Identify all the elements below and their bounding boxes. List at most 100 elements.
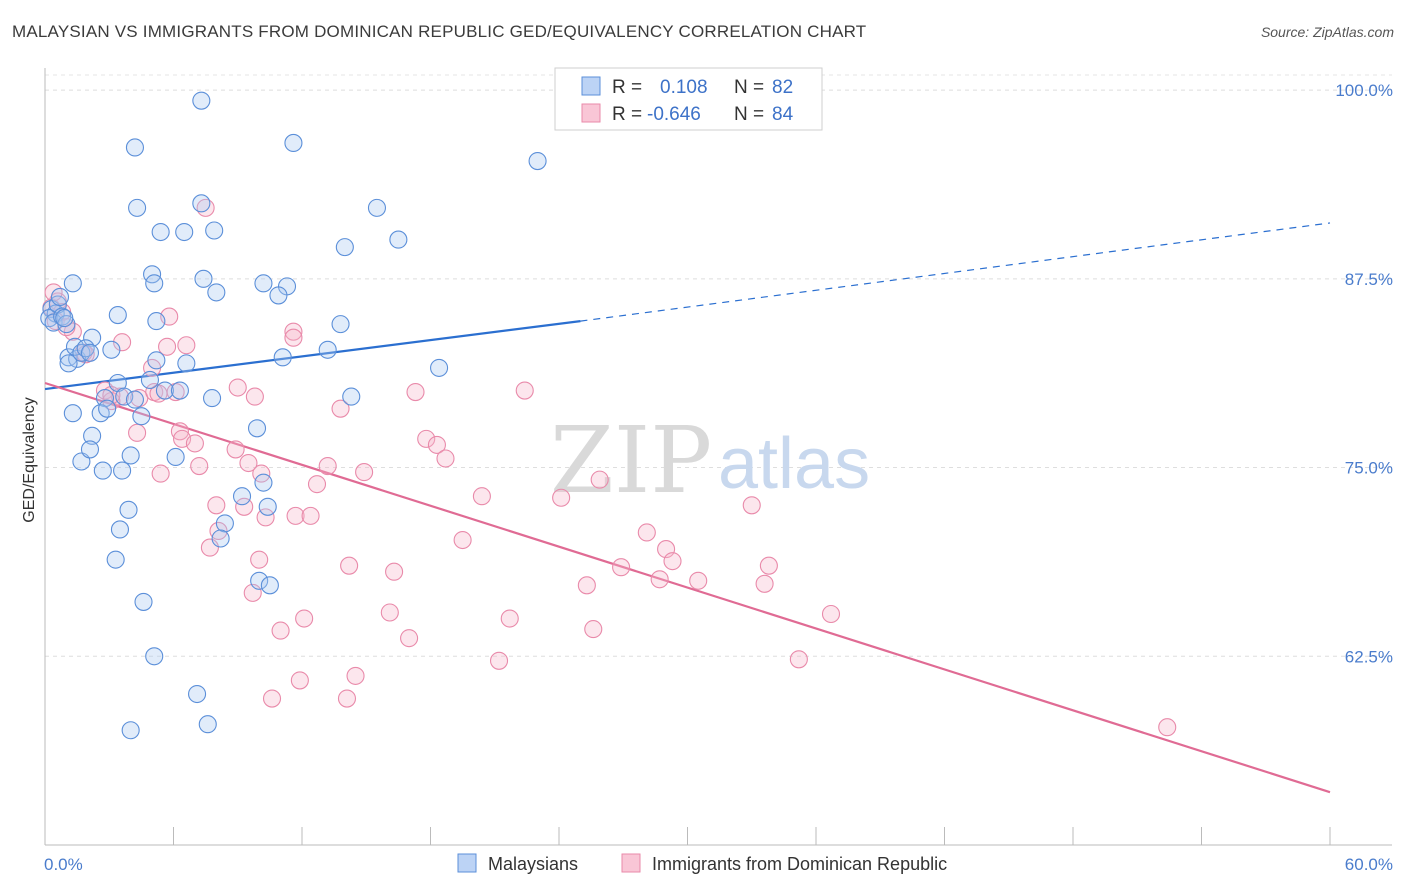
point-dominican (689, 571, 708, 590)
point-malaysians (125, 138, 144, 157)
point-dominican (637, 523, 656, 542)
point-malaysians (170, 381, 189, 400)
point-malaysians (106, 550, 125, 569)
point-dominican (742, 496, 761, 515)
point-malaysians (119, 500, 138, 519)
point-dominican (427, 435, 446, 454)
point-malaysians (115, 387, 134, 406)
point-malaysians (134, 592, 153, 611)
point-dominican (185, 434, 204, 453)
point-dominican (177, 336, 196, 355)
point-malaysians (194, 269, 213, 288)
point-dominican (207, 496, 226, 515)
x-tick-label-min: 0.0% (44, 855, 83, 874)
point-malaysians (258, 497, 277, 516)
point-malaysians (113, 461, 132, 480)
x-tick-label-max: 60.0% (1345, 855, 1393, 874)
point-dominican (821, 604, 841, 624)
point-dominican (158, 337, 177, 356)
point-dominican (453, 530, 472, 550)
series-legend-malaysians: Malaysians (488, 854, 578, 874)
source-label: Source: ZipAtlas.com (1260, 24, 1394, 40)
point-dominican (759, 556, 778, 575)
axes (44, 68, 1392, 846)
point-malaysians (205, 221, 224, 240)
point-malaysians (318, 340, 337, 359)
legend-swatch-blue (581, 76, 601, 96)
point-malaysians (215, 514, 234, 533)
legend-n-value-2: 84 (772, 104, 794, 125)
series-legend-swatch-malaysians (457, 853, 477, 873)
point-dominican (170, 422, 189, 441)
point-malaysians (83, 426, 102, 445)
point-dominican (346, 666, 365, 685)
point-dominican (385, 562, 404, 581)
point-malaysians (83, 328, 102, 347)
point-dominican (789, 650, 808, 669)
point-malaysians (80, 343, 100, 362)
point-dominican (318, 456, 337, 476)
chart-title: MALAYSIAN VS IMMIGRANTS FROM DOMINICAN R… (12, 22, 867, 41)
y-tick-labels: 62.5% 75.0% 87.5% 100.0% (1335, 81, 1393, 666)
point-malaysians (175, 222, 194, 242)
point-malaysians (250, 571, 269, 590)
point-malaysians (121, 721, 140, 740)
point-malaysians (284, 133, 303, 152)
point-malaysians (147, 312, 166, 331)
point-dominican (650, 570, 669, 589)
point-dominican (239, 453, 258, 473)
point-dominican (590, 470, 609, 489)
point-dominican (355, 463, 374, 482)
scatter-points (40, 91, 1177, 740)
trend-line-malaysians-extension (580, 222, 1331, 322)
point-malaysians (145, 274, 164, 293)
point-dominican (406, 383, 425, 402)
point-malaysians (192, 194, 211, 213)
legend-r-value-1: 0.108 (660, 77, 708, 98)
point-malaysians (177, 354, 196, 373)
point-dominican (290, 671, 309, 690)
point-malaysians (125, 390, 144, 409)
point-dominican (307, 475, 327, 494)
point-dominican (755, 574, 774, 593)
point-dominican (286, 506, 305, 525)
point-dominican (500, 609, 519, 628)
point-malaysians (254, 473, 273, 492)
point-malaysians (192, 91, 211, 110)
point-dominican (436, 449, 455, 468)
point-dominican (331, 399, 350, 418)
series-legend-swatch-dominican (621, 853, 641, 873)
legend-r-label-2: R = (612, 104, 642, 125)
y-tick-label: 87.5% (1345, 270, 1393, 289)
point-dominican (552, 488, 571, 507)
watermark-atlas: atlas (718, 424, 870, 504)
point-dominican (226, 440, 245, 459)
point-dominican (1158, 718, 1177, 737)
point-malaysians (151, 222, 170, 242)
point-malaysians (203, 389, 222, 408)
point-dominican (250, 550, 269, 569)
point-malaysians (232, 487, 252, 506)
point-dominican (209, 521, 228, 541)
legend-r-value-2: -0.646 (647, 104, 701, 125)
point-dominican (417, 429, 436, 448)
point-dominican (515, 381, 534, 400)
point-malaysians (55, 309, 74, 328)
point-dominican (128, 423, 147, 442)
point-dominican (262, 689, 282, 708)
point-dominican (295, 609, 314, 628)
point-dominican (400, 629, 419, 648)
point-dominican (151, 464, 170, 483)
point-dominican (663, 552, 682, 571)
point-malaysians (247, 419, 267, 438)
point-dominican (577, 576, 596, 595)
point-malaysians (155, 381, 174, 400)
series-legend: Malaysians Immigrants from Dominican Rep… (457, 853, 947, 874)
point-malaysians (80, 440, 100, 459)
point-dominican (190, 456, 209, 476)
point-malaysians (389, 230, 408, 249)
point-dominican (489, 651, 509, 670)
point-malaysians (430, 358, 449, 377)
point-dominican (380, 603, 399, 622)
point-dominican (337, 689, 357, 708)
